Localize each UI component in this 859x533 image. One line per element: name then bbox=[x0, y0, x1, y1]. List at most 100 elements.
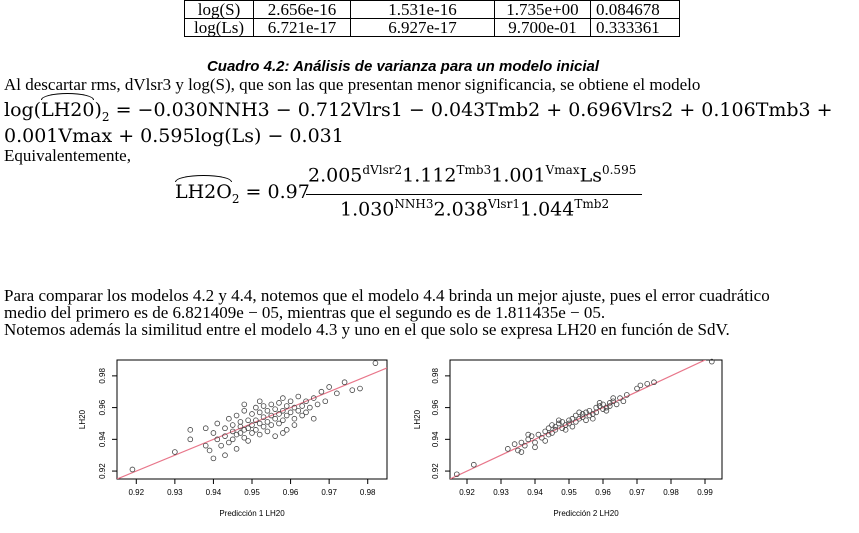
exponential-equation: LH2O2 = 0.97 2.005dVlsr21.112Tmb31.001Vm… bbox=[175, 163, 655, 223]
paragraph-comparison-1: Para comparar los modelos 4.2 y 4.4, not… bbox=[4, 286, 770, 305]
data-point bbox=[272, 433, 278, 439]
num-term: Ls bbox=[579, 164, 602, 187]
data-point bbox=[637, 382, 644, 389]
data-point bbox=[372, 360, 379, 366]
data-point bbox=[222, 452, 228, 458]
y-tick-label: 0.92 bbox=[98, 463, 107, 479]
data-point bbox=[303, 398, 309, 405]
data-point bbox=[566, 417, 572, 424]
model-lhs-sub: 2 bbox=[101, 109, 110, 124]
data-point bbox=[226, 439, 232, 446]
data-point bbox=[233, 446, 240, 452]
data-point bbox=[241, 401, 248, 408]
data-point bbox=[260, 414, 267, 420]
paragraph-comparison-2: medio del primero es de 6.821409e − 05, … bbox=[4, 303, 606, 322]
data-point bbox=[644, 380, 651, 387]
table-cell: 9.700e-01 bbox=[494, 18, 591, 37]
data-point bbox=[539, 434, 545, 441]
model-rhs: = −0.030NNH3 − 0.712Vlrs1 − 0.043Tmb2 + … bbox=[109, 99, 833, 121]
table-cell: 6.927e-17 bbox=[350, 18, 495, 37]
data-point bbox=[187, 427, 194, 433]
data-point bbox=[214, 436, 221, 443]
data-point bbox=[566, 420, 572, 427]
data-point bbox=[268, 412, 275, 419]
data-point bbox=[314, 401, 321, 408]
data-point bbox=[542, 428, 549, 435]
scatter-plot-1-svg: 0.92 0.93 0.94 0.95 0.96 0.97 0.98 0.92 0.94 0.96… bbox=[78, 359, 388, 518]
x-tick-label: 0.96 bbox=[283, 488, 299, 497]
data-point bbox=[280, 430, 286, 436]
x-axis-label: Predicción 2 LH20 bbox=[553, 509, 619, 518]
num-term: 1.112 bbox=[402, 164, 457, 187]
data-point bbox=[276, 400, 282, 406]
data-point bbox=[549, 430, 555, 436]
scatter-plot-2: 0.92 0.93 0.94 0.95 0.96 0.97 0.98 0.99 0.92 0.94… bbox=[410, 356, 755, 531]
data-point bbox=[634, 385, 640, 392]
table-cell: 6.721e-17 bbox=[253, 18, 351, 37]
data-point bbox=[172, 449, 178, 455]
data-point bbox=[256, 398, 263, 405]
den-term: 1.044 bbox=[519, 198, 575, 221]
x-axis-label: Predicción 1 LH20 bbox=[219, 509, 285, 518]
x-tick-label: 0.93 bbox=[493, 488, 509, 497]
data-point bbox=[322, 398, 329, 405]
data-point bbox=[222, 433, 228, 439]
data-point bbox=[610, 395, 617, 401]
paragraph-comparison-3: Notemos además la similitud entre el mod… bbox=[4, 320, 730, 339]
data-point bbox=[280, 417, 286, 424]
data-point bbox=[562, 427, 569, 433]
data-point bbox=[241, 434, 248, 441]
data-point bbox=[264, 419, 271, 425]
data-point bbox=[249, 411, 255, 417]
data-point bbox=[280, 407, 286, 414]
data-point bbox=[202, 442, 209, 449]
model-equation-line1: log(LH20)2 = −0.030NNH3 − 0.712Vlrs1 − 0… bbox=[4, 93, 833, 128]
data-point bbox=[303, 409, 309, 416]
data-point bbox=[287, 409, 294, 416]
data-point bbox=[299, 403, 305, 409]
data-point bbox=[256, 409, 263, 416]
data-point bbox=[245, 438, 251, 444]
data-point bbox=[559, 419, 566, 425]
data-point bbox=[505, 446, 511, 452]
x-tick-label: 0.96 bbox=[595, 488, 611, 497]
data-point bbox=[299, 412, 305, 419]
data-point bbox=[525, 431, 531, 438]
data-point bbox=[522, 442, 528, 449]
model-equation-line2: 0.001Vmax + 0.595log(Ls) − 0.031 bbox=[4, 125, 344, 147]
data-point bbox=[202, 425, 209, 432]
table-cell: 1.531e-16 bbox=[350, 0, 495, 19]
table-cell: log(Ls) bbox=[184, 18, 254, 37]
data-point bbox=[268, 422, 275, 428]
data-point bbox=[187, 436, 194, 443]
data-point bbox=[291, 404, 298, 411]
eq2-coef: = 0.97 bbox=[239, 181, 310, 203]
data-point bbox=[569, 415, 576, 422]
fraction-bar bbox=[306, 194, 642, 195]
data-point bbox=[357, 385, 363, 392]
data-point bbox=[206, 447, 213, 454]
data-point bbox=[272, 406, 278, 412]
reference-line bbox=[450, 360, 707, 479]
data-point bbox=[260, 403, 267, 409]
data-point bbox=[253, 404, 259, 411]
table-caption: Cuadro 4.2: Análisis de varianza para un… bbox=[206, 58, 600, 75]
data-point bbox=[218, 442, 224, 449]
data-point bbox=[549, 422, 555, 428]
data-point bbox=[617, 395, 623, 401]
data-point bbox=[651, 379, 657, 386]
den-exp: Tmb2 bbox=[574, 197, 610, 211]
scatter-plot-2-svg: 0.92 0.93 0.94 0.95 0.96 0.97 0.98 0.99 0.92 0.94… bbox=[413, 358, 723, 518]
data-point bbox=[249, 430, 255, 436]
data-point bbox=[229, 436, 236, 443]
data-point bbox=[295, 393, 302, 400]
data-point bbox=[532, 444, 538, 451]
data-point bbox=[283, 427, 290, 433]
model-lhs-close: ) bbox=[94, 99, 102, 121]
data-point bbox=[515, 447, 521, 454]
eq2-numerator: 2.005dVlsr21.112Tmb31.001VmaxLs0.595 bbox=[308, 163, 636, 186]
data-point bbox=[233, 412, 240, 419]
num-exp: Vmax bbox=[545, 163, 580, 177]
data-point bbox=[511, 441, 518, 447]
den-term: 1.030 bbox=[340, 198, 395, 221]
